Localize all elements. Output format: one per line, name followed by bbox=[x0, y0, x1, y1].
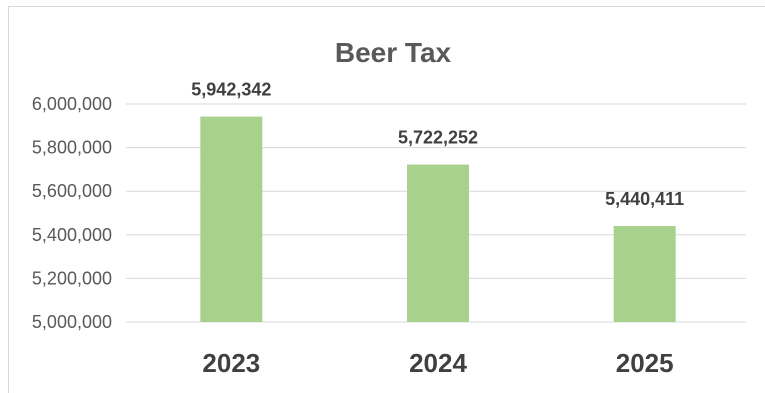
y-tick-label: 5,800,000 bbox=[32, 138, 112, 158]
data-label-2025: 5,440,411 bbox=[605, 189, 684, 209]
data-label-2023: 5,942,342 bbox=[191, 80, 271, 100]
x-axis-tick-labels: 2023 2024 2025 bbox=[202, 348, 673, 378]
x-tick-label-2024: 2024 bbox=[409, 348, 467, 378]
y-tick-label: 6,000,000 bbox=[32, 94, 112, 114]
y-axis-tick-labels: 5,000,000 5,200,000 5,400,000 5,600,000 5,80… bbox=[32, 94, 112, 332]
chart-frame bbox=[8, 6, 765, 393]
bar-2023 bbox=[200, 116, 263, 322]
chart-title: Beer Tax bbox=[335, 37, 452, 68]
y-tick-label: 5,200,000 bbox=[32, 268, 112, 288]
y-tick-label: 5,000,000 bbox=[32, 312, 112, 332]
bar-2025 bbox=[613, 225, 676, 322]
y-tick-label: 5,400,000 bbox=[32, 225, 112, 245]
x-tick-label-2023: 2023 bbox=[202, 348, 260, 378]
bars bbox=[200, 116, 676, 322]
data-labels: 5,942,342 5,722,252 5,440,411 bbox=[191, 80, 684, 209]
data-label-2024: 5,722,252 bbox=[398, 128, 478, 148]
y-tick-label: 5,600,000 bbox=[32, 181, 112, 201]
x-tick-label-2025: 2025 bbox=[616, 348, 674, 378]
bar-2024 bbox=[407, 164, 469, 322]
